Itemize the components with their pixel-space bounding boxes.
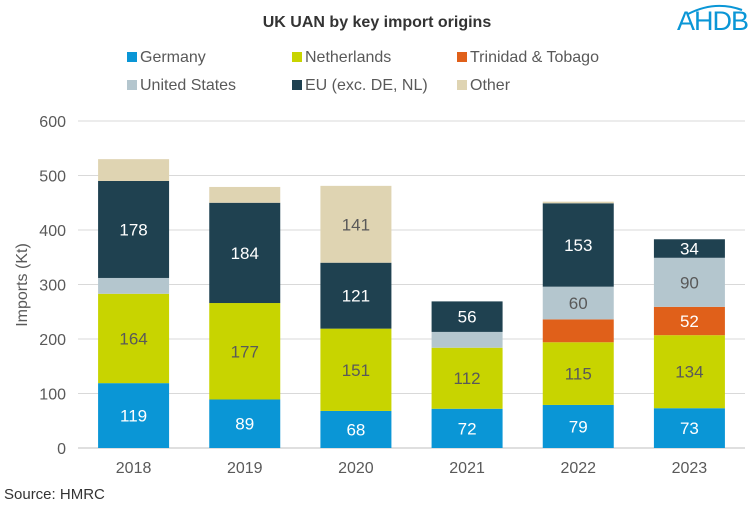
x-axis: 2018 2019 2020 2021 2022 2023 [116, 460, 708, 477]
legend-swatch [127, 52, 137, 62]
bar-segment [431, 301, 503, 332]
bar-segment [320, 410, 392, 448]
data-label: 68 [346, 420, 365, 439]
legend-swatch [292, 52, 302, 62]
bar-segment [320, 262, 392, 329]
legend-swatch [127, 80, 137, 90]
logo-text: AHDB [677, 6, 748, 36]
legend-label: United States [140, 77, 236, 94]
y-tick-label: 500 [39, 169, 66, 186]
bar-segment [209, 399, 281, 448]
y-tick-label: 0 [57, 441, 66, 458]
bar-segment [542, 342, 614, 405]
bar-segment [542, 286, 614, 320]
data-label: 141 [342, 215, 370, 234]
legend-label: EU (exc. DE, NL) [305, 77, 428, 94]
y-tick-label: 300 [39, 278, 66, 295]
data-label: 121 [342, 287, 370, 306]
data-label: 115 [565, 365, 592, 384]
data-label: 52 [680, 312, 699, 331]
data-label: 112 [454, 369, 481, 388]
data-label: 119 [120, 407, 147, 426]
bar-segment [542, 203, 614, 287]
bar-segment [431, 347, 503, 409]
data-label: 177 [231, 342, 259, 361]
y-tick-label: 200 [39, 332, 66, 349]
x-tick-label: 2020 [338, 460, 374, 477]
bar-segment [653, 239, 725, 258]
y-tick-label: 600 [39, 114, 66, 131]
y-axis: 0 100 200 300 400 500 600 [39, 114, 66, 458]
bar-segment [431, 408, 503, 448]
data-label: 73 [680, 419, 699, 438]
bar-segment [542, 319, 614, 343]
x-tick-label: 2021 [449, 460, 485, 477]
bar-segment [98, 383, 170, 448]
source-note: Source: HMRC [4, 486, 105, 503]
bar-segment [542, 404, 614, 448]
data-label: 72 [458, 419, 477, 438]
data-label: 153 [564, 236, 592, 255]
bar-segment [653, 335, 725, 409]
y-tick-label: 100 [39, 387, 66, 404]
data-label: 164 [119, 329, 147, 348]
data-label: 151 [342, 361, 370, 380]
bar-segment [209, 202, 281, 304]
legend-label: Other [470, 77, 511, 94]
x-tick-label: 2018 [116, 460, 152, 477]
bar-segment [98, 293, 170, 384]
bar-segment [209, 186, 281, 203]
x-tick-label: 2019 [227, 460, 263, 477]
ahdb-logo: AHDB [677, 4, 749, 36]
logo-swoosh [687, 4, 743, 15]
data-label: 178 [119, 220, 147, 239]
bar-segment [653, 306, 725, 336]
x-tick-label: 2023 [672, 460, 708, 477]
bar-segment [431, 331, 503, 348]
bar-segment [542, 201, 614, 204]
data-label: 134 [675, 363, 703, 382]
legend-swatch [457, 80, 467, 90]
data-label: 79 [569, 417, 588, 436]
legend: Germany Netherlands Trinidad & Tobago Unite… [127, 49, 599, 94]
legend-swatch [292, 80, 302, 90]
legend-label: Germany [140, 49, 206, 66]
gridlines [78, 120, 745, 449]
y-axis-label: Imports (Kt) [14, 243, 31, 327]
data-label: 60 [569, 294, 588, 313]
bar-segment [98, 180, 170, 278]
bar-segment [320, 328, 392, 411]
data-label: 184 [231, 244, 259, 263]
bar-segment [653, 257, 725, 307]
bars: 119 164 178 89 177 184 68 151 121 141 72 112 56 79 115… [98, 159, 725, 448]
bar-segment [653, 408, 725, 448]
x-tick-label: 2022 [560, 460, 596, 477]
data-label: 90 [680, 273, 699, 292]
bar-segment [98, 159, 170, 181]
chart-title: UK UAN by key import origins [263, 14, 492, 31]
data-label: 56 [458, 308, 477, 327]
legend-swatch [457, 52, 467, 62]
y-tick-label: 400 [39, 223, 66, 240]
bar-segment [98, 277, 170, 294]
legend-label: Netherlands [305, 49, 391, 66]
data-label: 89 [235, 415, 254, 434]
data-label: 34 [680, 240, 699, 259]
bar-segment [320, 185, 392, 263]
bar-segment [209, 303, 281, 400]
legend-label: Trinidad & Tobago [470, 49, 599, 66]
